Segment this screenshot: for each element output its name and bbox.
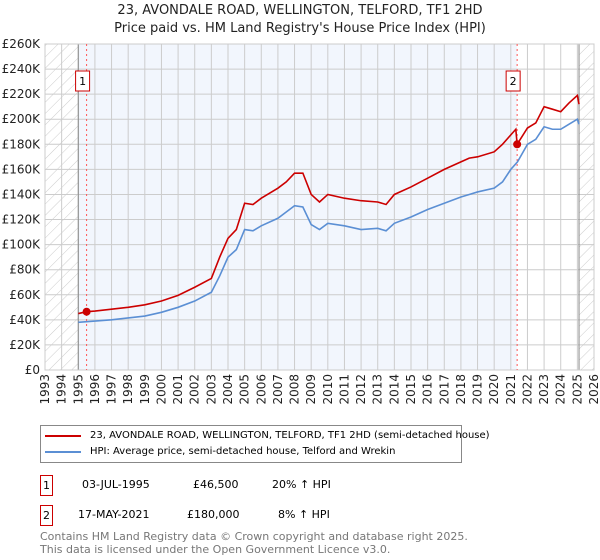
x-tick-label: 2016: [421, 374, 435, 405]
x-tick-label: 2023: [537, 374, 551, 405]
sale-point: [82, 307, 91, 316]
x-tick-label: 2024: [554, 374, 568, 405]
transaction-badge: 2: [40, 505, 53, 526]
legend-swatch-red: [45, 435, 81, 437]
transaction-row: 1 03-JUL-1995 £46,500 20% ↑ HPI: [40, 475, 600, 496]
x-tick-label: 1999: [138, 374, 152, 405]
legend-label: HPI: Average price, semi-detached house,…: [90, 446, 396, 457]
x-tick-label: 2009: [304, 374, 318, 405]
y-tick-label: £200K: [2, 112, 42, 126]
annotation-badge: [75, 70, 91, 92]
x-tick-label: 2002: [188, 374, 202, 405]
y-tick-label: £220K: [2, 87, 42, 101]
hpi-line: [78, 118, 580, 324]
hatched-region-right: [579, 44, 594, 370]
transaction-date: 03-JUL-1995: [82, 478, 150, 491]
y-tick-label: £260K: [2, 37, 42, 51]
chart-subtitle: Price paid vs. HM Land Registry's House …: [114, 21, 486, 36]
x-tick-label: 2018: [454, 374, 468, 405]
x-tick-label: 2006: [254, 374, 268, 405]
transaction-hpi: 8% ↑ HPI: [278, 508, 330, 521]
x-tick-label: 2022: [520, 374, 534, 405]
plot-border: [44, 43, 595, 371]
y-tick-label: £80K: [9, 263, 41, 277]
footer-line: Contains HM Land Registry data © Crown c…: [40, 530, 468, 543]
annotation-label: 2: [510, 75, 517, 88]
y-tick-label: £20K: [9, 338, 41, 352]
x-tick-label: 2026: [587, 374, 600, 405]
x-tick-label: 2004: [221, 374, 235, 405]
x-tick-label: 2013: [371, 374, 385, 405]
x-tick-label: 2019: [471, 374, 485, 405]
price-chart: 1993 1994 1995 1996 1997 1998 1999 2000 2001 2002…: [2, 37, 600, 405]
x-tick-label: 1994: [55, 374, 69, 405]
legend-item-hpi: HPI: Average price, semi-detached house,…: [45, 445, 395, 459]
x-tick-label: 2021: [504, 374, 518, 405]
transaction-badge: 1: [40, 475, 53, 496]
x-tick-label: 1998: [121, 374, 135, 405]
transaction-price: £180,000: [187, 508, 240, 521]
legend: 23, AVONDALE ROAD, WELLINGTON, TELFORD, …: [40, 425, 490, 463]
y-tick-label: £160K: [2, 162, 42, 176]
footer: Contains HM Land Registry data © Crown c…: [40, 530, 468, 556]
property-price-line: [78, 93, 580, 315]
legend-swatch-blue: [45, 451, 81, 453]
y-tick-label: £0: [25, 363, 40, 377]
y-tick-label: £140K: [2, 187, 42, 201]
legend-label: 23, AVONDALE ROAD, WELLINGTON, TELFORD, …: [90, 430, 490, 441]
x-tick-label: 2012: [354, 374, 368, 405]
x-tick-label: 1995: [71, 374, 85, 405]
legend-item-property: 23, AVONDALE ROAD, WELLINGTON, TELFORD, …: [45, 429, 490, 443]
x-tick-label: 1993: [38, 374, 52, 405]
y-tick-label: £240K: [2, 62, 42, 76]
x-tick-label: 2008: [288, 374, 302, 405]
x-tick-label: 2000: [154, 374, 168, 405]
x-tick-label: 2011: [337, 374, 351, 405]
chart-title: 23, AVONDALE ROAD, WELLINGTON, TELFORD, …: [117, 3, 483, 18]
footer-line: This data is licensed under the Open Gov…: [40, 543, 391, 556]
y-tick-label: £60K: [9, 288, 41, 302]
y-tick-label: £120K: [2, 213, 42, 227]
x-tick-label: 2001: [171, 374, 185, 405]
x-tick-label: 2005: [238, 374, 252, 405]
y-tick-label: £40K: [9, 313, 41, 327]
x-tick-label: 2014: [387, 374, 401, 405]
annotation-badge: [505, 70, 521, 92]
x-tick-label: 2003: [204, 374, 218, 405]
x-tick-label: 1996: [88, 374, 102, 405]
x-tick-label: 2010: [321, 374, 335, 405]
x-tick-label: 1997: [105, 374, 119, 405]
transaction-date: 17-MAY-2021: [78, 508, 150, 521]
x-tick-label: 2015: [404, 374, 418, 405]
y-tick-label: £100K: [2, 238, 42, 252]
transaction-row: 2 17-MAY-2021 £180,000 8% ↑ HPI: [40, 505, 600, 526]
sale-point: [513, 140, 522, 149]
transaction-price: £46,500: [193, 478, 239, 491]
y-tick-label: £180K: [2, 137, 42, 151]
x-tick-label: 2007: [271, 374, 285, 405]
annotation-label: 1: [79, 75, 86, 88]
x-tick-label: 2020: [487, 374, 501, 405]
x-tick-label: 2017: [437, 374, 451, 405]
x-tick-label: 2025: [570, 374, 584, 405]
transaction-hpi: 20% ↑ HPI: [272, 478, 331, 491]
